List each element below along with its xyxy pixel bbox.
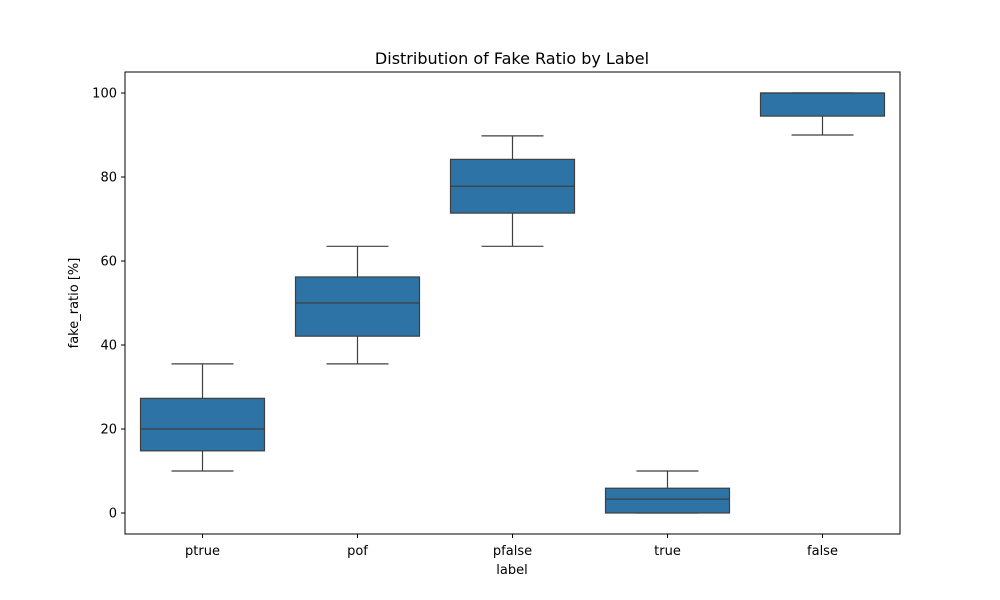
box-true [604,470,731,514]
y-tick-label-80: 80 [100,171,117,186]
x-tick-label-pof: pof [347,544,368,559]
y-tick-label-40: 40 [100,339,117,354]
box-body-ptrue [139,397,266,452]
box-body-false [759,92,886,117]
y-axis-label: fake_ratio [%] [67,258,82,349]
x-tick-label-pfalse: pfalse [493,544,532,559]
box-false [759,92,886,136]
y-tick-label-0: 0 [109,507,117,522]
plot-area [139,92,886,514]
y-tick-label-100: 100 [92,87,117,102]
y-tick-label-20: 20 [100,423,117,438]
box-body-true [604,487,731,514]
box-body-pof [294,276,421,337]
y-tick-label-60: 60 [100,255,117,270]
box-pfalse [449,135,576,247]
x-tick-label-true: true [654,544,681,559]
axes: 0 20 40 60 80 100 ptrue pof pfalse true false [92,87,838,560]
x-axis-label: label [496,563,527,578]
x-tick-label-ptrue: ptrue [185,544,220,559]
chart-title: Distribution of Fake Ratio by Label [375,49,649,68]
box-ptrue [139,363,266,472]
box-pof [294,245,421,365]
x-tick-label-false: false [807,544,838,559]
